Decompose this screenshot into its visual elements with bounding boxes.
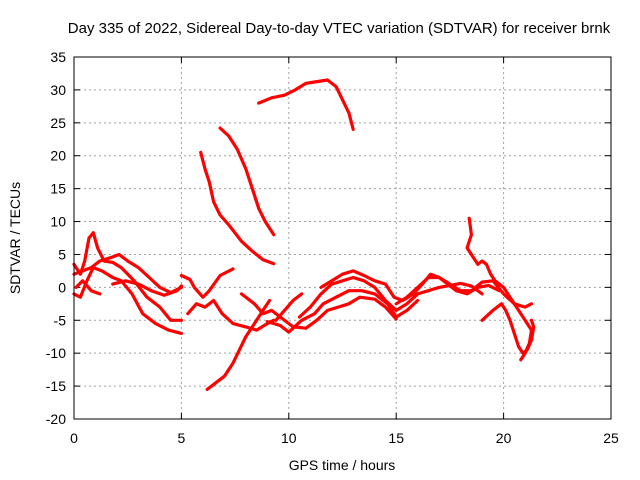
y-tick-label: 5 bbox=[58, 246, 66, 262]
chart-title: Day 335 of 2022, Sidereal Day-to-day VTE… bbox=[68, 20, 611, 37]
series-arc-5 bbox=[111, 279, 183, 297]
series-arc-16 bbox=[319, 269, 501, 303]
y-tick-label: 35 bbox=[50, 49, 66, 65]
series-arc-18 bbox=[465, 216, 534, 362]
y-tick-label: 30 bbox=[50, 82, 66, 98]
series-arc-10 bbox=[186, 298, 276, 332]
plot-frame bbox=[73, 56, 612, 420]
x-tick-label: 15 bbox=[388, 430, 404, 446]
axis-ticks: 0 5 10 15 20 25 -20 -15 -10 -5 0 5 10 15 20 25 30 35 bbox=[46, 49, 619, 446]
x-tick-label: 0 bbox=[70, 430, 78, 446]
y-tick-label: -5 bbox=[54, 312, 67, 328]
series-arc-14 bbox=[274, 292, 304, 322]
series-arc-3 bbox=[72, 252, 183, 295]
y-tick-label: 0 bbox=[58, 279, 66, 295]
y-tick-label: 10 bbox=[50, 214, 66, 230]
y-axis-label: SDTVAR / TECUs bbox=[7, 182, 23, 294]
series-arc-8 bbox=[257, 78, 355, 131]
x-tick-label: 20 bbox=[496, 430, 512, 446]
series-arc-9 bbox=[179, 267, 235, 299]
data-series bbox=[72, 78, 536, 391]
grid-lines bbox=[74, 57, 611, 419]
x-tick-label: 25 bbox=[603, 430, 619, 446]
y-tick-label: 25 bbox=[50, 115, 66, 131]
series-arc-4 bbox=[74, 279, 102, 296]
series-arc-7 bbox=[218, 126, 276, 237]
series-arc-2 bbox=[72, 266, 183, 335]
y-tick-label: 20 bbox=[50, 148, 66, 164]
x-tick-label: 10 bbox=[281, 430, 297, 446]
series-arc-12 bbox=[239, 292, 398, 330]
series-arc-1 bbox=[72, 231, 183, 322]
series-arc-6 bbox=[199, 150, 276, 266]
x-tick-label: 5 bbox=[178, 430, 186, 446]
y-tick-label: -15 bbox=[46, 378, 66, 394]
y-tick-label: -20 bbox=[46, 411, 66, 427]
series-arc-11 bbox=[205, 298, 272, 391]
y-tick-label: -10 bbox=[46, 345, 66, 361]
x-axis-label: GPS time / hours bbox=[289, 457, 396, 473]
y-tick-label: 15 bbox=[50, 181, 66, 197]
series-arc-13 bbox=[265, 289, 420, 334]
series-arc-19 bbox=[480, 302, 536, 355]
